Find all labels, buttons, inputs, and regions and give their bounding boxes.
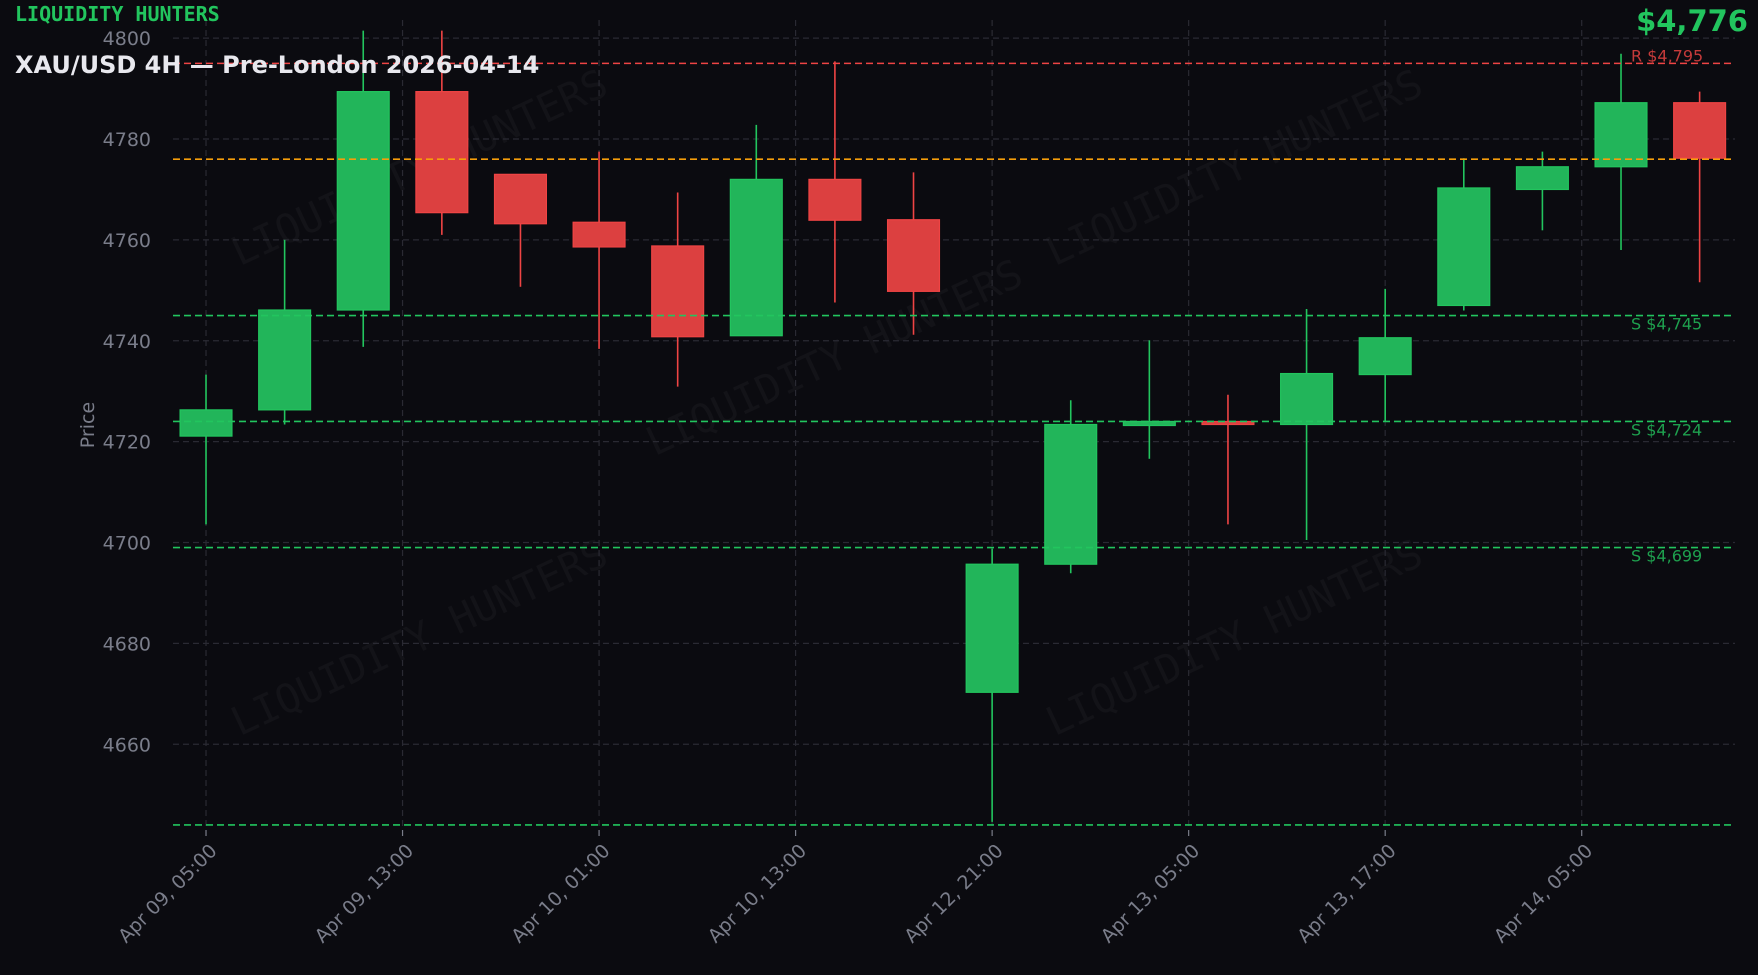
candle-body <box>1122 420 1176 427</box>
candle-body <box>258 309 312 411</box>
x-tick-label: Apr 13, 17:00 <box>1293 840 1400 947</box>
support-level-label: S $4,699 <box>1631 547 1702 566</box>
candle-body <box>1201 420 1255 426</box>
x-tick-label: Apr 09, 05:00 <box>114 840 221 947</box>
x-tick-label: Apr 13, 05:00 <box>1097 840 1204 947</box>
candle-body <box>179 409 233 437</box>
candle-body <box>808 178 862 221</box>
y-tick-label: 4780 <box>103 129 151 151</box>
candle-body <box>1437 187 1491 307</box>
candle-body <box>1594 102 1648 168</box>
support-level-label: S $4,745 <box>1631 315 1702 334</box>
candle-body <box>886 219 941 292</box>
candle-body <box>1280 372 1334 426</box>
y-tick-label: 4680 <box>103 633 151 655</box>
watermark-text: LIQUIDITY HUNTERS <box>1039 61 1429 276</box>
y-tick-label: 4740 <box>103 331 151 353</box>
candle-body <box>651 245 705 338</box>
chart-title: XAU/USD 4H — Pre-London 2026-04-14 <box>15 51 540 79</box>
x-tick-label: Apr 10, 13:00 <box>704 840 811 947</box>
watermark-text: LIQUIDITY HUNTERS <box>1039 531 1429 746</box>
candle-body <box>572 221 626 248</box>
candle-body <box>1358 337 1412 376</box>
x-tick-label: Apr 12, 21:00 <box>900 840 1007 947</box>
candle-body <box>1515 166 1569 191</box>
y-tick-label: 4720 <box>103 432 151 454</box>
y-tick-label: 4660 <box>103 734 151 756</box>
candle-body <box>965 563 1019 693</box>
brand-label: LIQUIDITY HUNTERS <box>15 2 220 26</box>
x-tick-label: Apr 10, 01:00 <box>507 840 614 947</box>
candle-body <box>336 91 390 311</box>
y-tick-label: 4760 <box>103 230 151 252</box>
resistance-level-label: R $4,795 <box>1631 46 1703 65</box>
x-tick-label: Apr 09, 13:00 <box>311 840 418 947</box>
y-tick-label: 4800 <box>103 28 151 50</box>
watermark-text: LIQUIDITY HUNTERS <box>224 531 614 746</box>
candle-body <box>493 173 548 225</box>
candle-body <box>729 178 783 337</box>
candle-body <box>1673 102 1727 159</box>
support-level-label: S $4,724 <box>1631 420 1702 439</box>
y-axis-label: Price <box>77 402 99 448</box>
y-tick-label: 4700 <box>103 533 151 555</box>
candle-body <box>415 91 469 214</box>
x-tick-label: Apr 14, 05:00 <box>1490 840 1597 947</box>
last-price-label: $4,776 <box>1636 4 1748 38</box>
candle-body <box>1044 423 1098 565</box>
